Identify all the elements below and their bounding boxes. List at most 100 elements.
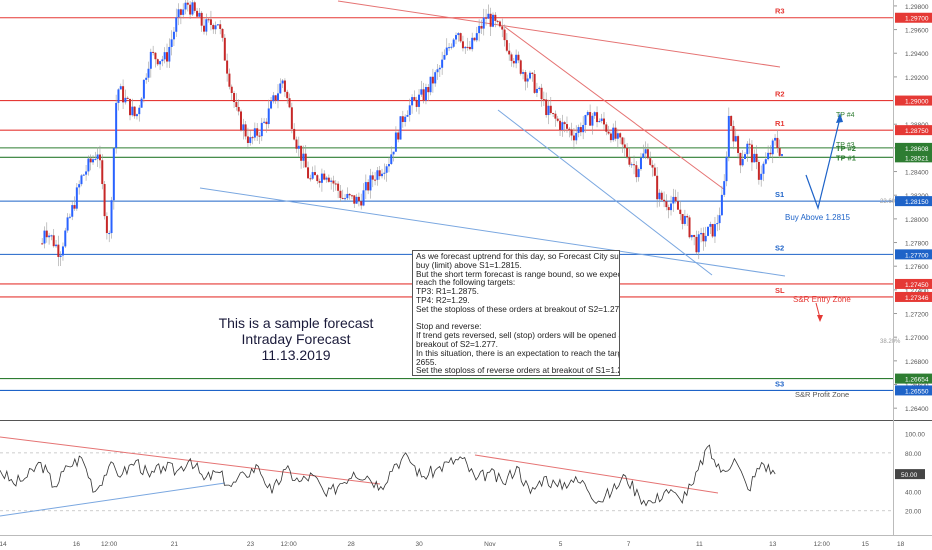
candle-body [96,154,99,159]
candle-body [209,19,212,25]
candle-body [545,99,548,116]
candle-body [105,216,108,234]
candle-body [263,121,266,123]
candle-body [166,52,169,62]
candle-body [612,127,615,141]
y-tick-label: 1.27600 [905,264,929,271]
price-label: 1.28750 [905,128,929,135]
tp3-label: TP #3 [836,142,855,149]
candle-body [688,217,691,238]
candle-body [686,215,689,218]
candle-body [110,200,113,234]
candle-body [159,61,162,65]
candle-body [142,79,145,99]
candle-body [253,128,256,138]
candle-body [288,98,291,108]
candle-body [198,12,201,17]
candle-body [570,129,573,136]
arrow-head-icon [817,315,823,322]
x-tick-label: 11 [696,541,703,548]
candle-body [283,80,286,92]
candle-body [186,2,189,5]
candle-body [774,137,777,141]
candle-body [87,158,90,172]
candle-body [762,163,765,174]
candle-body [672,196,675,204]
candle-body [746,143,749,155]
candle-body [122,86,125,103]
candle-body [339,190,342,198]
x-tick-label: 28 [348,541,356,548]
candle-body [563,122,566,125]
candle-body [216,24,219,26]
candle-body [630,164,633,166]
candle-body [431,76,434,84]
candle-body [170,39,173,47]
price-label: 1.27346 [905,295,929,302]
level-label: TP #2 [836,144,856,153]
candle-body [693,234,696,237]
candle-body [353,195,356,204]
candle-body [466,46,469,48]
candle-body [415,99,418,107]
candle-body [313,172,316,176]
candle-body [492,14,494,27]
candle-body [621,137,624,145]
candle-body [526,78,529,82]
note-line: breakout of S2=1.277. [416,338,498,349]
candle-body [200,12,203,26]
candle-body [695,236,698,253]
candle-body [670,203,673,211]
candle-body [145,77,148,80]
candle-body [140,98,143,108]
candle-body [242,124,245,131]
candle-body [360,201,363,206]
candle-body [325,177,328,180]
candle-body [561,122,564,130]
candle-body [496,20,499,22]
candle-body [348,193,351,196]
candle-body [189,4,192,15]
candle-body [609,133,612,141]
candle-body [683,215,686,224]
candle-body [626,147,629,157]
price-label-box [895,291,932,302]
candle-body [436,69,439,73]
candle-body [637,169,640,178]
x-tick-label: 14 [0,541,7,548]
candle-body [272,95,275,102]
candle-body [734,136,737,142]
candle-body [57,244,60,257]
candle-body [528,72,531,79]
sample-title-date: 11.13.2019 [261,347,331,363]
y-tick-label: 1.27000 [905,335,929,342]
candle-body [80,175,83,185]
candle-body [586,112,589,116]
candle-body [124,97,127,103]
candle-body [341,197,344,199]
candle-body [635,165,638,178]
candle-body [214,25,217,30]
candle-body [697,234,700,253]
candle-body [203,25,205,32]
candle-body [427,87,430,93]
resistance-trendline [504,26,726,191]
candle-body [473,37,476,41]
candle-body [568,128,571,130]
candle-body [55,244,58,247]
candle-body [591,115,594,126]
candle-body [233,92,236,103]
osc-tick-label: 40.00 [905,489,922,496]
candle-body [135,114,138,117]
candle-body [614,127,617,139]
candle-body [720,194,723,216]
fib-label: 23.60% [880,199,901,205]
candle-body [700,232,703,235]
support-trendline [199,187,786,277]
buy-above-label: Buy Above 1.2815 [785,213,850,222]
candle-body [244,124,247,137]
price-label-box [895,142,932,153]
osc-tick-label: 20.00 [905,509,922,516]
candle-body [642,153,645,158]
price-label-box [895,12,932,23]
